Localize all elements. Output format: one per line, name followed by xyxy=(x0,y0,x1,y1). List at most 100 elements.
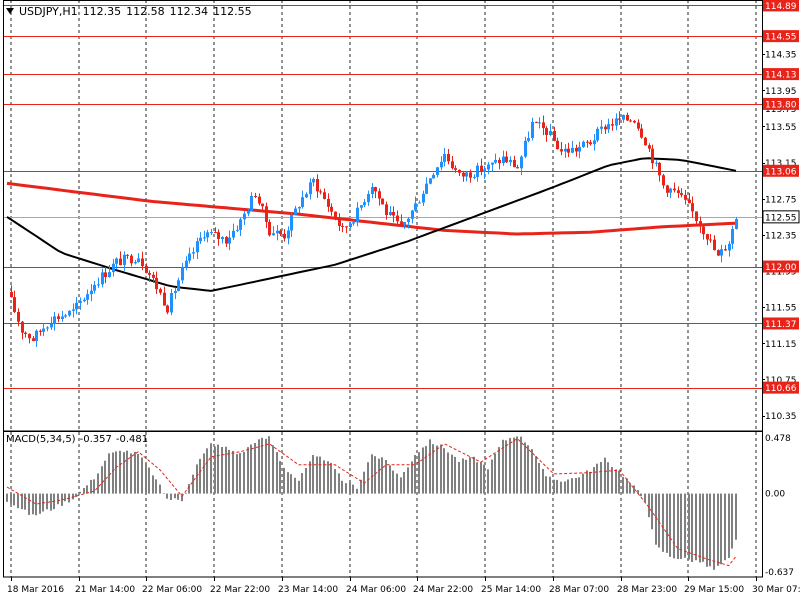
macd-bar xyxy=(316,456,318,494)
candle-bear xyxy=(713,239,716,251)
candle-bull xyxy=(309,182,312,195)
candle-bull xyxy=(465,172,468,177)
candle-bull xyxy=(735,219,738,230)
candle-bear xyxy=(32,338,35,341)
time-tick-label: 24 Mar 22:00 xyxy=(413,585,473,595)
macd-bar xyxy=(688,493,690,560)
macd-bar xyxy=(640,493,642,497)
level-price-box xyxy=(763,68,799,81)
macd-bar xyxy=(542,468,544,494)
macd-signal-path xyxy=(6,437,737,567)
macd-bar xyxy=(680,493,682,559)
candle-bull xyxy=(509,159,512,163)
macd-bar xyxy=(294,477,296,494)
macd-bar xyxy=(86,485,88,494)
macd-bar xyxy=(717,493,719,566)
candle-bear xyxy=(553,130,556,141)
macd-bar xyxy=(425,446,427,494)
candle-bull xyxy=(494,159,497,163)
macd-bar xyxy=(494,453,496,494)
candle-bear xyxy=(684,194,687,200)
candle-bull xyxy=(596,128,599,141)
candle-bear xyxy=(640,128,643,138)
macd-bar xyxy=(560,481,562,494)
macd-bar xyxy=(567,479,569,494)
macd-bar xyxy=(93,479,95,494)
macd-bar xyxy=(166,493,168,499)
macd-bar xyxy=(192,474,194,494)
candle-bull xyxy=(53,316,56,324)
macd-bar xyxy=(203,453,205,494)
macd-bar xyxy=(724,493,726,561)
macd-bar xyxy=(64,493,66,502)
candle-bull xyxy=(443,153,446,162)
candle-bear xyxy=(28,333,31,339)
macd-bar xyxy=(155,479,157,494)
candle-bull xyxy=(440,161,443,168)
level-price-label: 114.55 xyxy=(765,33,797,43)
candle-bull xyxy=(422,193,425,203)
candle-bull xyxy=(312,179,315,183)
macd-bar xyxy=(505,440,507,494)
level-price-box xyxy=(763,260,799,273)
candle-bear xyxy=(695,211,698,222)
macd-bar xyxy=(214,446,216,494)
macd-bar xyxy=(662,493,664,552)
macd-bar xyxy=(367,462,369,494)
candle-bull xyxy=(68,310,71,316)
chevron-down-icon[interactable] xyxy=(6,8,14,14)
candle-bear xyxy=(611,124,614,126)
macd-bar xyxy=(298,480,300,494)
candle-bear xyxy=(677,190,680,194)
candle-bear xyxy=(13,297,16,312)
candle-bull xyxy=(720,249,723,256)
macd-bar xyxy=(699,493,701,563)
ma-slow-line xyxy=(6,181,737,236)
macd-bar xyxy=(283,467,285,494)
candle-bull xyxy=(502,156,505,164)
macd-bar xyxy=(137,453,139,494)
candle-bear xyxy=(586,141,589,143)
candle-bull xyxy=(93,284,96,291)
macd-bar xyxy=(549,476,551,494)
ma-fast-line xyxy=(6,157,737,292)
vertical-grid-lines xyxy=(10,0,757,577)
time-tick-label: 29 Mar 15:00 xyxy=(684,585,744,595)
candle-bear xyxy=(535,121,538,123)
price-tick-label: 114.35 xyxy=(765,51,797,61)
candle-bear xyxy=(451,161,454,169)
level-price-label: 110.66 xyxy=(765,384,797,394)
candle-bear xyxy=(268,221,271,236)
candle-bull xyxy=(356,207,359,223)
time-axis: 18 Mar 2016 21 Mar 14:00 22 Mar 06:00 22 Ma… xyxy=(7,577,800,595)
candle-bear xyxy=(618,118,621,120)
candle-bear xyxy=(152,274,155,278)
macd-bar xyxy=(327,461,329,494)
price-tick-label: 113.95 xyxy=(765,87,797,97)
macd-bar xyxy=(258,439,260,494)
macd-bar xyxy=(385,460,387,494)
candle-bull xyxy=(101,272,104,285)
candle-bull xyxy=(170,292,173,313)
candle-bear xyxy=(141,258,144,266)
candle-bear xyxy=(462,172,465,177)
macd-bar xyxy=(319,456,321,494)
macd-bar xyxy=(301,473,303,494)
candle-bull xyxy=(531,121,534,138)
candle-bull xyxy=(607,124,610,130)
macd-bar xyxy=(309,461,311,494)
macd-bar xyxy=(713,493,715,570)
price-tick-label: 113.15 xyxy=(765,159,797,169)
macd-bar xyxy=(338,473,340,494)
macd-bar xyxy=(181,493,183,502)
candle-bull xyxy=(520,156,523,169)
level-price-label: 114.89 xyxy=(765,2,797,12)
macd-bar xyxy=(276,452,278,494)
macd-bar xyxy=(115,451,117,494)
candle-bull xyxy=(46,327,49,329)
macd-bar xyxy=(268,436,270,494)
macd-tick-label: -0.637 xyxy=(765,568,794,578)
candle-bull xyxy=(64,315,67,317)
